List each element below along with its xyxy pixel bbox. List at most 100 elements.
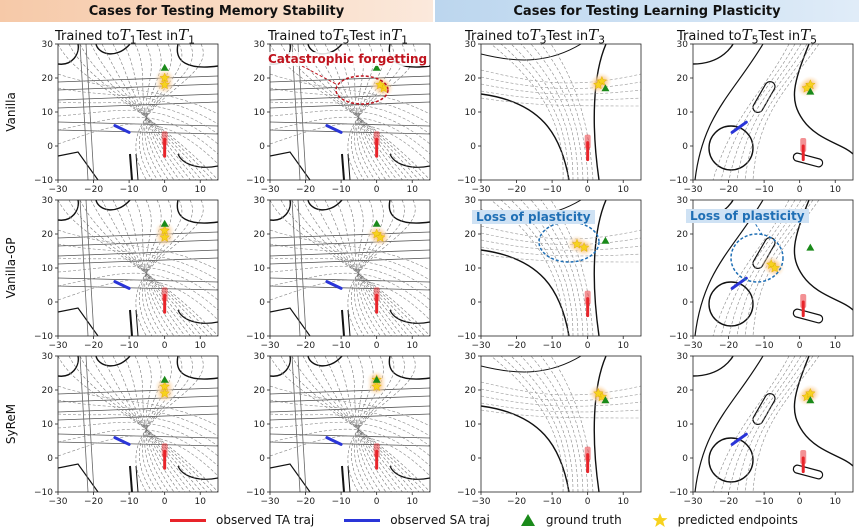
x-tick-label: −30 bbox=[261, 341, 280, 351]
y-tick-label: 20 bbox=[677, 230, 689, 240]
lane-line bbox=[270, 129, 430, 135]
lane-path bbox=[481, 90, 641, 101]
catastrophic-forgetting-ellipse bbox=[335, 75, 389, 105]
legend-sa: observed SA traj bbox=[344, 513, 490, 527]
lane-path bbox=[270, 116, 430, 155]
x-tick-label: 10 bbox=[194, 185, 206, 195]
road-curb bbox=[388, 200, 430, 224]
lane-path bbox=[123, 44, 186, 180]
lane-path bbox=[270, 421, 430, 457]
lane-line bbox=[58, 231, 218, 239]
lane-path bbox=[68, 356, 213, 492]
predicted-endpoint-star bbox=[578, 242, 590, 253]
lane-path bbox=[270, 356, 430, 492]
lane-line bbox=[270, 239, 430, 247]
x-tick-label: −20 bbox=[719, 185, 738, 195]
road-curb bbox=[793, 44, 853, 155]
road-curb bbox=[135, 465, 139, 492]
lane-path bbox=[270, 265, 430, 301]
lane-path bbox=[58, 257, 218, 291]
y-tick-label: −10 bbox=[669, 176, 688, 186]
lane-path bbox=[324, 200, 403, 336]
x-tick-label: 0 bbox=[162, 497, 168, 507]
y-tick-label: 20 bbox=[465, 230, 477, 240]
lane-path bbox=[744, 356, 814, 492]
x-tick-label: 0 bbox=[585, 341, 591, 351]
y-tick-label: 10 bbox=[465, 264, 477, 274]
lane-line bbox=[291, 44, 301, 180]
lane-path bbox=[142, 44, 183, 180]
lane-path bbox=[490, 200, 564, 336]
annotation-leader bbox=[752, 219, 764, 237]
road-curb bbox=[129, 465, 133, 492]
panel-vanilla-col4: −30 −20 −10 0 10 30 20 10 0 −10 bbox=[669, 40, 854, 195]
lane-path bbox=[58, 421, 218, 457]
road-curb bbox=[388, 356, 430, 380]
lane-line bbox=[58, 387, 218, 395]
y-tick-label: 30 bbox=[465, 40, 477, 50]
lane-path bbox=[354, 200, 395, 336]
y-tick-label: 20 bbox=[465, 74, 477, 84]
road-curb bbox=[58, 356, 79, 377]
x-tick-label: −20 bbox=[507, 341, 526, 351]
lane-line bbox=[58, 75, 218, 83]
x-tick-label: 10 bbox=[617, 185, 629, 195]
lane-line bbox=[270, 387, 430, 395]
lane-path bbox=[79, 356, 208, 492]
lane-path bbox=[58, 109, 218, 145]
predicted-endpoint-star bbox=[159, 231, 170, 242]
ta-vehicle bbox=[584, 290, 591, 305]
lane-line bbox=[270, 395, 430, 403]
annotation-leader bbox=[301, 65, 337, 85]
column-title-4: Trained toT5Test inT5 bbox=[677, 26, 818, 47]
lane-path bbox=[335, 200, 398, 336]
lane-path bbox=[68, 44, 213, 180]
map-layer bbox=[693, 356, 853, 492]
y-tick-label: 0 bbox=[259, 142, 265, 152]
sa-trajectory bbox=[730, 276, 748, 290]
lane-path bbox=[481, 76, 641, 89]
road-curb bbox=[593, 200, 607, 336]
y-tick-label: 0 bbox=[259, 298, 265, 308]
y-tick-label: 20 bbox=[254, 74, 266, 84]
y-tick-label: −10 bbox=[34, 488, 53, 498]
y-tick-label: 20 bbox=[42, 386, 54, 396]
road-curb bbox=[58, 200, 79, 221]
lane-path bbox=[123, 356, 186, 492]
ta-vehicle bbox=[584, 134, 591, 149]
y-tick-label: 10 bbox=[254, 420, 266, 430]
lane-path bbox=[142, 200, 183, 336]
y-tick-label: 0 bbox=[470, 454, 476, 464]
x-tick-label: 0 bbox=[374, 497, 380, 507]
road-curb bbox=[270, 356, 291, 377]
ground-truth-marker bbox=[806, 243, 815, 251]
y-tick-label: 30 bbox=[254, 196, 266, 206]
x-tick-label: 10 bbox=[406, 185, 418, 195]
lane-path bbox=[270, 101, 430, 135]
lane-path bbox=[291, 200, 420, 336]
x-tick-label: −20 bbox=[84, 185, 103, 195]
x-tick-label: −10 bbox=[120, 185, 139, 195]
lane-path bbox=[90, 44, 202, 180]
x-tick-label: 0 bbox=[162, 341, 168, 351]
x-tick-label: 10 bbox=[406, 497, 418, 507]
ground-truth-marker bbox=[372, 63, 381, 71]
lane-path bbox=[58, 428, 218, 467]
lane-path bbox=[520, 356, 579, 492]
lane-line bbox=[297, 356, 307, 492]
lane-path bbox=[736, 44, 808, 180]
predicted-endpoint-star bbox=[769, 262, 780, 273]
lane-path bbox=[79, 44, 208, 180]
x-tick-label: 0 bbox=[374, 185, 380, 195]
lane-line bbox=[270, 441, 430, 447]
predicted-endpoint-star bbox=[159, 387, 170, 398]
x-tick-label: −10 bbox=[755, 497, 774, 507]
lane-path bbox=[270, 109, 430, 145]
x-tick-label: −30 bbox=[261, 497, 280, 507]
panel-vanilla-col1: −30 −20 −10 0 10 30 20 10 0 −10 bbox=[34, 40, 219, 195]
lane-path bbox=[58, 265, 218, 301]
x-tick-label: −20 bbox=[296, 185, 315, 195]
ground-truth-marker bbox=[806, 87, 815, 95]
lane-path bbox=[58, 101, 218, 135]
x-tick-label: −20 bbox=[507, 185, 526, 195]
